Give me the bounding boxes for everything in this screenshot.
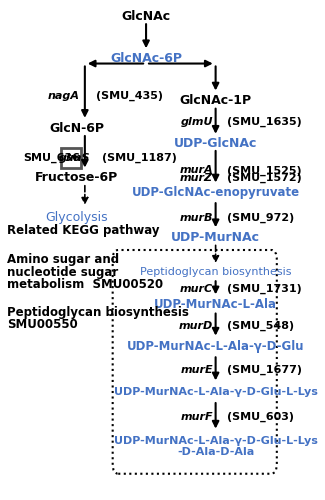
Text: UDP-GlcNAc: UDP-GlcNAc xyxy=(174,136,257,149)
Text: SMU_636: SMU_636 xyxy=(23,153,80,163)
Text: UDP-MurNAc-L-Ala-γ-D-Glu-L-Lys
-D-Ala-D-Ala: UDP-MurNAc-L-Ala-γ-D-Glu-L-Lys -D-Ala-D-… xyxy=(114,436,318,457)
Text: glmS: glmS xyxy=(59,153,90,163)
Text: SMU00550: SMU00550 xyxy=(7,318,78,331)
Text: UDP-MurNAc-L-Ala: UDP-MurNAc-L-Ala xyxy=(154,298,277,311)
Text: glmU: glmU xyxy=(180,116,213,126)
Text: nagA: nagA xyxy=(47,91,79,101)
Text: Peptidoglycan biosynthesis: Peptidoglycan biosynthesis xyxy=(7,306,189,318)
Text: murB: murB xyxy=(179,212,213,222)
Text: UDP-MurNAc-L-Ala-γ-D-Glu: UDP-MurNAc-L-Ala-γ-D-Glu xyxy=(127,340,305,353)
Text: murE: murE xyxy=(180,366,213,376)
Text: (SMU_1677): (SMU_1677) xyxy=(227,365,302,376)
Text: UDP-GlcNAc-enopyruvate: UDP-GlcNAc-enopyruvate xyxy=(132,186,300,200)
Text: (SMU_972): (SMU_972) xyxy=(227,212,294,223)
Text: (SMU_1187): (SMU_1187) xyxy=(101,153,176,163)
Text: GlcNAc: GlcNAc xyxy=(122,10,171,23)
Text: murD: murD xyxy=(178,320,213,330)
Text: GlcN-6P: GlcN-6P xyxy=(49,122,104,134)
Text: Glycolysis: Glycolysis xyxy=(45,211,108,224)
Text: UDP-MurNAc: UDP-MurNAc xyxy=(171,231,260,244)
Text: (SMU_1635): (SMU_1635) xyxy=(227,116,302,127)
Text: (SMU_1731): (SMU_1731) xyxy=(227,284,302,294)
Text: metabolism  SMU00520: metabolism SMU00520 xyxy=(7,278,163,291)
Text: (SMU_435): (SMU_435) xyxy=(96,90,163,101)
Text: Related KEGG pathway: Related KEGG pathway xyxy=(7,224,160,236)
Text: nucleotide sugar: nucleotide sugar xyxy=(7,266,118,279)
Text: (SMU_1572): (SMU_1572) xyxy=(227,173,302,183)
Text: murZ: murZ xyxy=(180,173,213,183)
Text: Amino sugar and: Amino sugar and xyxy=(7,254,119,266)
Text: Peptidoglycan biosynthesis: Peptidoglycan biosynthesis xyxy=(140,268,292,278)
Text: Fructose-6P: Fructose-6P xyxy=(35,172,118,184)
Text: (SMU_1525): (SMU_1525) xyxy=(227,166,301,175)
Text: murA: murA xyxy=(179,166,213,175)
Text: UDP-MurNAc-L-Ala-γ-D-Glu-L-Lys: UDP-MurNAc-L-Ala-γ-D-Glu-L-Lys xyxy=(114,386,318,396)
Text: (SMU_603): (SMU_603) xyxy=(227,412,294,422)
Text: GlcNAc-6P: GlcNAc-6P xyxy=(110,52,182,65)
Text: (SMU_548): (SMU_548) xyxy=(227,320,294,330)
Text: GlcNAc-1P: GlcNAc-1P xyxy=(179,94,252,108)
Text: murF: murF xyxy=(180,412,213,422)
Text: murC: murC xyxy=(180,284,213,294)
